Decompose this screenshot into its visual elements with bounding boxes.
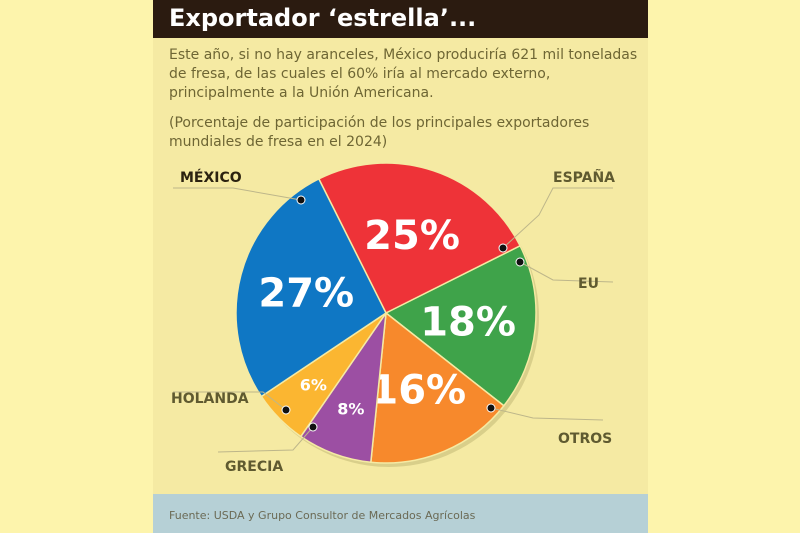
chart-title: Exportador ‘estrella’... [169, 4, 477, 32]
label-mexico: MÉXICO [180, 170, 242, 186]
label-holanda: HOLANDA [171, 391, 249, 407]
data-label-holanda: 6% [300, 375, 327, 394]
source-text: Fuente: USDA y Grupo Consultor de Mercad… [169, 509, 476, 522]
leader-dot [498, 243, 508, 253]
data-label-otros: 16% [370, 367, 466, 413]
leader-line [490, 407, 604, 421]
header-bar: Exportador ‘estrella’... [153, 0, 648, 38]
infographic-panel: Exportador ‘estrella’... Este año, si no… [153, 0, 648, 533]
leader-dot [308, 422, 318, 432]
leader-dot [515, 257, 525, 267]
intro-text: Este año, si no hay aranceles, México pr… [169, 47, 638, 101]
pie-slice-otros [370, 311, 505, 464]
label-espana: ESPAÑA [553, 170, 616, 186]
chart-subtitle: (Porcentaje de participación de los prin… [169, 115, 590, 150]
leader-dot [486, 403, 496, 413]
leader-line [519, 261, 614, 283]
data-label-eu: 18% [420, 300, 516, 346]
label-grecia: GRECIA [225, 459, 284, 475]
data-label-grecia: 8% [337, 399, 364, 418]
leader-line [173, 187, 302, 201]
data-label-méxico: 27% [258, 270, 354, 316]
data-label-españa: 25% [364, 213, 460, 259]
leader-dot [281, 405, 291, 415]
pie-slice-eu [384, 244, 537, 407]
leader-line [173, 391, 287, 411]
label-otros: OTROS [558, 431, 613, 447]
pie-slice-españa [317, 162, 522, 315]
leader-dot [296, 195, 306, 205]
leader-line [217, 426, 314, 453]
pie-slice-méxico [235, 177, 387, 398]
footer-bar: Fuente: USDA y Grupo Consultor de Mercad… [153, 494, 648, 533]
pie-chart: 25% 18% 16% 8% 6% 27% [173, 162, 614, 467]
leader-line [502, 187, 613, 249]
label-eu: EU [578, 276, 599, 292]
